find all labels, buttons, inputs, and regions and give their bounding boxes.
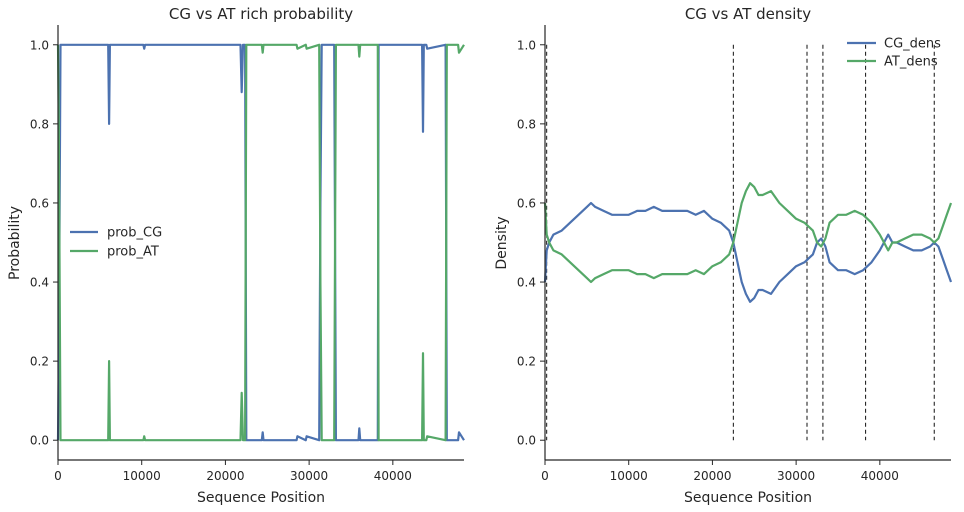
y-tick-label: 0.2 (30, 355, 49, 369)
x-tick-label: 30000 (777, 469, 815, 483)
series-line-prob-cg (56, 43, 465, 442)
y-tick-label: 0.0 (517, 434, 536, 448)
y-tick-label: 0.8 (517, 117, 536, 131)
left-y-axis-label: Probability (7, 206, 23, 280)
y-tick-label: 1.0 (517, 38, 536, 52)
y-tick-label: 0.4 (517, 276, 536, 290)
series-line-at-dens (543, 182, 953, 284)
legend-label-prob-at: prob_AT (107, 245, 159, 260)
legend-label-cg-dens: CG_dens (884, 37, 941, 52)
right-y-axis-label: Density (494, 216, 510, 269)
right-series-lines (543, 182, 953, 303)
legend-label-at-dens: AT_dens (884, 55, 938, 70)
x-tick-label: 10000 (123, 469, 161, 483)
x-tick-label: 10000 (610, 469, 648, 483)
y-tick-label: 0.8 (30, 117, 49, 131)
right-vertical-markers (546, 44, 935, 441)
legend-label-prob-cg: prob_CG (107, 226, 162, 241)
right-x-ticks: 0 10000 20000 30000 40000 (541, 460, 899, 483)
x-tick-label: 20000 (693, 469, 731, 483)
right-chart-title: CG vs AT density (685, 5, 811, 23)
right-chart: CG vs AT density 0.0 0.2 0.4 0.6 0.8 1.0 0 100… (494, 5, 953, 506)
x-tick-label: 0 (541, 469, 549, 483)
left-series-lines (56, 43, 465, 442)
x-tick-label: 0 (54, 469, 62, 483)
x-tick-label: 40000 (374, 469, 412, 483)
y-tick-label: 1.0 (30, 38, 49, 52)
right-x-axis-label: Sequence Position (684, 490, 812, 506)
left-legend: prob_CG prob_AT (70, 226, 162, 260)
x-tick-label: 40000 (861, 469, 899, 483)
left-chart: CG vs AT rich probability 0.00.20.40.60.… (7, 5, 465, 506)
y-tick-label: 0.2 (517, 355, 536, 369)
y-tick-label: 0.6 (30, 196, 49, 210)
x-tick-label: 20000 (206, 469, 244, 483)
y-tick-label: 0.0 (30, 434, 49, 448)
y-tick-label: 0.4 (30, 276, 49, 290)
left-x-ticks: 0 10000 20000 30000 40000 (54, 460, 412, 483)
left-y-ticks: 0.0 0.2 0.4 0.6 0.8 1.0 (30, 38, 58, 448)
series-line-prob-at (56, 43, 465, 442)
right-y-ticks: 0.0 0.2 0.4 0.6 0.8 1.0 (517, 38, 545, 448)
left-x-axis-label: Sequence Position (197, 490, 325, 506)
y-tick-label: 0.6 (517, 196, 536, 210)
series-line-cg-dens (543, 201, 953, 303)
x-tick-label: 30000 (290, 469, 328, 483)
left-chart-title: CG vs AT rich probability (169, 5, 353, 23)
right-legend: CG_dens AT_dens (847, 37, 941, 70)
